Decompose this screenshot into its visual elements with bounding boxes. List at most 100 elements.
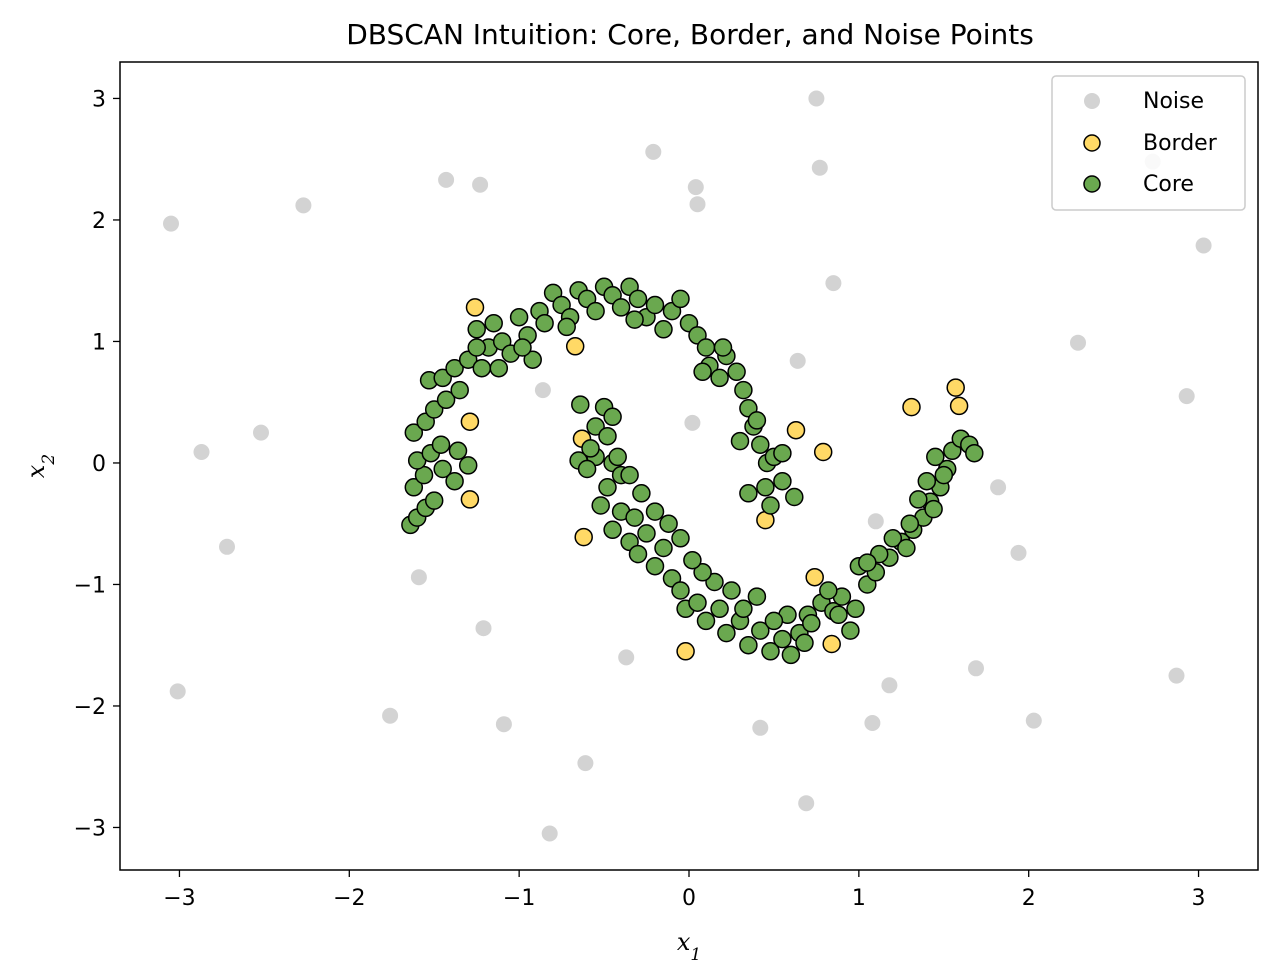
core-point: [458, 456, 478, 475]
x-tick-label: 1: [852, 886, 866, 911]
legend-label-border: Border: [1143, 131, 1218, 156]
noise-point: [475, 620, 492, 637]
core-point: [431, 435, 451, 454]
noise-point: [1025, 712, 1042, 729]
noise-point: [1178, 388, 1195, 405]
core-point: [683, 550, 702, 570]
core-point: [785, 487, 804, 507]
border-point: [574, 527, 593, 547]
core-point: [581, 439, 600, 458]
border-point: [786, 420, 806, 440]
core-point: [924, 499, 943, 519]
core-point: [761, 496, 780, 515]
core-point: [608, 447, 627, 467]
noise-point: [382, 707, 399, 724]
border-point: [460, 412, 480, 431]
core-point: [535, 313, 554, 333]
core-point: [773, 471, 792, 491]
noise-point: [541, 825, 558, 842]
core-point: [730, 431, 750, 451]
core-point: [433, 368, 452, 388]
core-point: [802, 614, 821, 633]
core-point: [713, 338, 733, 357]
noise-point: [472, 176, 489, 193]
y-tick-label: −2: [74, 695, 106, 720]
core-point: [472, 358, 492, 378]
core-point: [637, 524, 656, 543]
core-point: [577, 459, 597, 479]
x-tick-label: −2: [333, 886, 365, 911]
core-point: [484, 313, 503, 333]
core-point: [696, 338, 716, 357]
core-point: [467, 338, 486, 357]
core-point: [747, 411, 767, 430]
noise-point: [867, 513, 884, 530]
core-point: [829, 605, 848, 625]
core-point: [424, 400, 444, 419]
noise-point: [1168, 667, 1185, 684]
core-point: [739, 484, 758, 503]
core-point: [671, 581, 690, 600]
x-axis-label-main: x: [677, 928, 691, 956]
core-point: [693, 563, 712, 582]
core-point: [645, 556, 665, 576]
chart-title: DBSCAN Intuition: Core, Border, and Nois…: [346, 18, 1034, 51]
border-point: [676, 642, 695, 661]
x-axis: −3 −2 −1 0 1 2 3: [163, 870, 1206, 911]
core-point: [628, 289, 648, 309]
legend-marker-border: [1083, 134, 1101, 152]
noise-point: [811, 159, 828, 176]
chart-marks: [163, 90, 1212, 842]
core-point: [722, 581, 741, 600]
x-tick-label: −1: [503, 886, 535, 911]
core-point: [773, 629, 792, 649]
noise-point: [1010, 544, 1027, 561]
core-point: [598, 426, 617, 446]
border-point: [565, 337, 585, 356]
core-point: [926, 447, 945, 467]
core-point: [710, 368, 729, 388]
y-tick-label: −3: [74, 816, 106, 841]
core-point: [625, 508, 644, 527]
noise-point: [689, 196, 706, 213]
x-axis-label-sub: 1: [690, 945, 701, 965]
core-point: [819, 581, 838, 600]
core-point: [858, 553, 877, 572]
legend-box: [1051, 75, 1246, 211]
core-point: [710, 599, 729, 619]
noise-point: [1070, 334, 1086, 351]
core-point: [909, 490, 928, 509]
noise-point: [163, 215, 179, 232]
core-point: [591, 496, 610, 515]
legend-marker-core: [1083, 175, 1101, 193]
core-point: [846, 599, 865, 619]
core-point: [900, 514, 920, 533]
x-tick-label: −3: [163, 886, 195, 911]
noise-point: [864, 715, 881, 731]
core-point: [696, 611, 716, 631]
noise-point: [684, 414, 701, 431]
series-core: [401, 277, 984, 665]
core-point: [761, 642, 780, 661]
core-point: [620, 465, 639, 485]
core-point: [603, 407, 622, 427]
noise-point: [169, 683, 186, 700]
core-point: [513, 338, 532, 357]
x-tick-label: 2: [1022, 886, 1036, 911]
core-point: [586, 417, 605, 436]
core-point: [645, 295, 665, 315]
noise-point: [789, 352, 806, 369]
core-point: [934, 465, 954, 485]
border-point: [902, 397, 921, 417]
core-point: [897, 538, 916, 558]
y-axis: −3 −2 −1 0 1 2 3: [74, 87, 120, 841]
x-tick-label: 0: [682, 886, 696, 911]
noise-point: [968, 660, 984, 677]
y-tick-label: 3: [92, 87, 106, 112]
noise-point: [253, 424, 269, 441]
noise-point: [438, 171, 455, 188]
noise-point: [618, 649, 635, 666]
core-point: [717, 623, 736, 643]
core-point: [883, 529, 903, 548]
